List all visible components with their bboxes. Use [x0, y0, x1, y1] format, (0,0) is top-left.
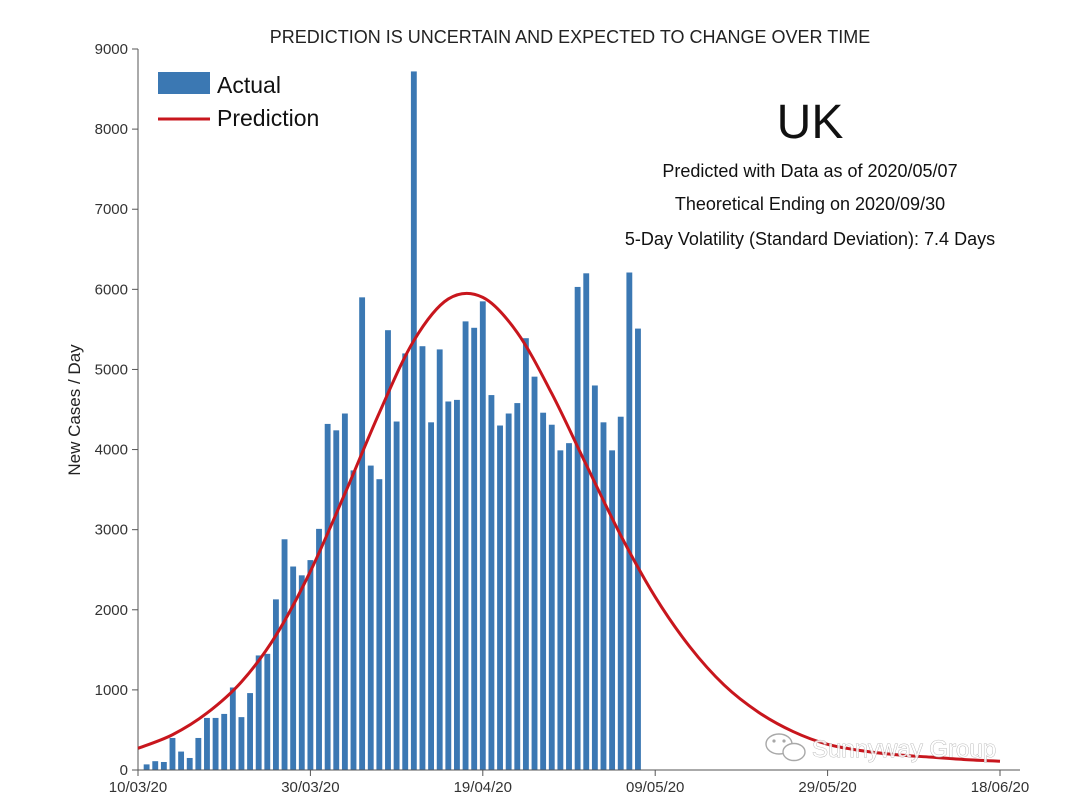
bar-2020-03-25: [264, 653, 271, 770]
watermark: Sunnyway Group: [765, 733, 997, 763]
y-tick-label-0: 0: [120, 762, 128, 779]
legend-label-actual: Actual: [217, 72, 281, 98]
bar-2020-03-22: [238, 717, 245, 770]
bar-2020-04-28: [557, 450, 564, 770]
bar-2020-03-31: [316, 528, 322, 770]
bar-2020-05-06: [626, 272, 633, 770]
bar-2020-03-27: [281, 539, 288, 770]
bar-2020-05-07: [635, 328, 641, 770]
legend: Actual Prediction: [158, 72, 319, 131]
bar-2020-05-03: [600, 422, 607, 770]
y-tick-label-5000: 5000: [95, 361, 128, 378]
actual-bars: [143, 71, 641, 771]
y-tick-label-7000: 7000: [95, 201, 128, 218]
watermark-text: Sunnyway Group: [812, 736, 996, 763]
y-tick-label-2000: 2000: [95, 602, 128, 619]
bar-2020-03-12: [152, 761, 159, 770]
bar-2020-04-24: [522, 338, 529, 770]
bar-2020-04-07: [376, 479, 383, 770]
bar-2020-03-18: [204, 717, 210, 770]
x-tick-label-2020-05-29: 29/05/20: [798, 779, 856, 796]
prediction-line: [137, 291, 1001, 763]
bar-2020-03-21: [229, 687, 236, 770]
bar-2020-04-17: [462, 321, 469, 770]
bar-2020-03-23: [247, 693, 253, 770]
bar-2020-04-09: [393, 421, 400, 770]
y-tick-label-9000: 9000: [95, 41, 128, 58]
y-axis-label: New Cases / Day: [65, 344, 84, 476]
x-ticks: 10/03/20 30/03/20 19/04/20 09/05/20 29/05/20…: [109, 770, 1029, 796]
bar-2020-03-13: [160, 761, 167, 770]
bar-2020-04-26: [540, 412, 547, 770]
bar-2020-05-05: [617, 416, 624, 770]
bar-2020-03-24: [255, 655, 262, 770]
bar-2020-04-04: [350, 470, 357, 770]
bar-2020-04-27: [548, 424, 555, 770]
bar-2020-04-19: [479, 301, 486, 770]
annotation-data-date: Predicted with Data as of 2020/05/07: [662, 161, 957, 181]
bar-2020-04-03: [341, 413, 348, 770]
chart-title: PREDICTION IS UNCERTAIN AND EXPECTED TO …: [270, 27, 870, 47]
bar-2020-04-16: [454, 399, 460, 770]
y-tick-label-1000: 1000: [95, 682, 128, 699]
wechat-icon: [765, 733, 806, 762]
bar-2020-05-01: [583, 273, 590, 770]
bar-2020-04-22: [505, 413, 512, 770]
bar-2020-04-21: [497, 425, 503, 770]
y-tick-label-4000: 4000: [95, 442, 128, 459]
x-tick-label-2020-03-10: 10/03/20: [109, 779, 167, 796]
bar-2020-03-28: [290, 566, 297, 770]
bar-2020-04-02: [333, 430, 340, 770]
bar-2020-04-14: [436, 349, 443, 770]
x-tick-label-2020-04-19: 19/04/20: [454, 779, 512, 796]
bar-2020-04-18: [471, 327, 478, 770]
bar-2020-03-26: [272, 599, 279, 770]
bar-2020-04-08: [385, 330, 391, 770]
x-tick-label-2020-05-09: 09/05/20: [626, 779, 684, 796]
bar-2020-04-25: [531, 376, 538, 770]
bar-2020-03-20: [221, 713, 228, 770]
y-ticks: 0 1000 2000 3000 4000 5000 6000 7000 8000 9000: [95, 41, 138, 779]
annotation-ending-date: Theoretical Ending on 2020/09/30: [675, 194, 945, 214]
bar-2020-04-12: [419, 346, 426, 770]
legend-swatch-actual: [158, 72, 210, 94]
y-tick-label-3000: 3000: [95, 522, 128, 539]
annotation-volatility: 5-Day Volatility (Standard Deviation): 7…: [625, 229, 995, 249]
bar-2020-03-19: [212, 717, 219, 770]
bar-2020-03-14: [169, 737, 176, 770]
bar-2020-04-11: [410, 71, 417, 771]
bar-2020-04-20: [488, 395, 495, 770]
country-label: UK: [777, 96, 844, 149]
bar-2020-04-23: [514, 403, 521, 770]
y-tick-label-6000: 6000: [95, 281, 128, 298]
bar-2020-04-01: [324, 423, 331, 770]
bar-2020-04-10: [402, 353, 409, 770]
legend-label-prediction: Prediction: [217, 105, 319, 131]
bar-2020-04-05: [359, 297, 366, 770]
bar-2020-03-29: [298, 575, 305, 770]
x-tick-label-2020-06-18: 18/06/20: [971, 779, 1029, 796]
bar-2020-03-30: [307, 560, 314, 770]
y-tick-label-8000: 8000: [95, 121, 128, 138]
bar-2020-05-02: [591, 385, 598, 770]
bar-2020-04-13: [428, 422, 435, 770]
bar-2020-04-30: [574, 286, 581, 770]
x-tick-label-2020-03-30: 30/03/20: [281, 779, 339, 796]
bar-2020-04-15: [445, 401, 452, 770]
bar-2020-04-29: [566, 443, 572, 770]
bar-2020-03-11: [143, 764, 150, 770]
axes: [137, 49, 1020, 771]
bar-2020-03-15: [178, 751, 185, 770]
bar-2020-05-04: [609, 450, 616, 770]
bar-2020-04-06: [367, 465, 374, 770]
bar-2020-03-17: [195, 737, 202, 770]
bar-2020-03-16: [186, 757, 193, 770]
